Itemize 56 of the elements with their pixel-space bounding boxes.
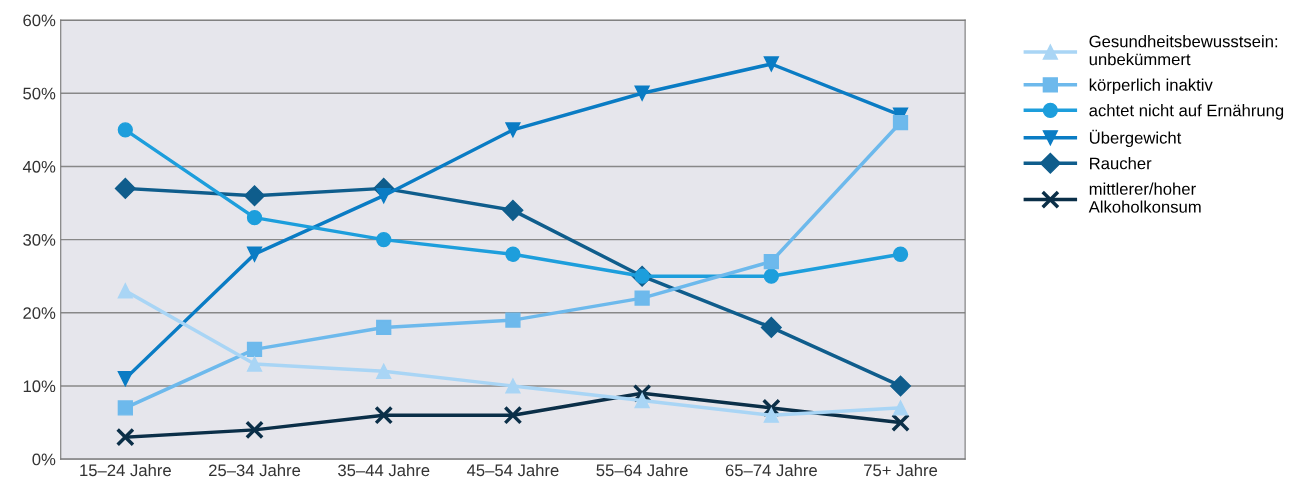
point (244, 185, 266, 207)
y-tick-label: 10% (23, 380, 56, 393)
x-tick-label: 15–24 Jahre (80, 463, 171, 477)
point (505, 122, 521, 138)
point (246, 210, 263, 226)
point (505, 378, 521, 394)
point (117, 400, 133, 416)
point (376, 319, 392, 336)
point (115, 427, 135, 447)
point (763, 253, 779, 270)
point (505, 312, 521, 328)
y-tick-label: 0% (32, 453, 56, 466)
x-tick-label: 55–64 Jahre (596, 463, 688, 477)
point (502, 199, 524, 221)
point (117, 283, 133, 299)
point (634, 392, 650, 409)
point (892, 114, 909, 131)
point (763, 268, 779, 284)
point (117, 122, 133, 138)
legend-label: körperlich inaktiv (1089, 78, 1213, 95)
point (246, 246, 263, 262)
x-tick-label: 65–74 Jahre (725, 463, 817, 477)
point (376, 188, 392, 204)
point (505, 246, 521, 262)
y-tick-label: 30% (23, 234, 56, 246)
y-tick-label: 50% (23, 87, 56, 100)
y-tick-label: 60% (23, 14, 56, 27)
point (245, 420, 264, 440)
legend-label: mittlerer/hoher Alkoholkonsum (1088, 182, 1201, 213)
point (891, 413, 910, 432)
x-tick-label: 35–44 Jahre (338, 463, 430, 477)
y-tick-label: 20% (23, 307, 56, 319)
point (634, 85, 650, 101)
point (763, 56, 779, 72)
point (114, 177, 136, 199)
y-tick-label: 40% (22, 160, 56, 173)
point (374, 405, 394, 425)
point (892, 246, 909, 262)
point (634, 290, 650, 306)
point (890, 375, 912, 397)
legend-label: Raucher (1090, 157, 1152, 170)
point (117, 370, 133, 387)
point (892, 400, 909, 416)
point (246, 356, 263, 372)
legend-label: Übergewicht (1089, 129, 1182, 148)
legend-label: Gesundheitsbewusstsein: unbekümmert (1089, 35, 1278, 66)
point (376, 363, 392, 379)
point (246, 341, 263, 358)
point (376, 231, 392, 248)
legend-label: achtet nicht auf Ernährung (1089, 104, 1284, 120)
point (763, 407, 779, 423)
x-tick-label: 45–54 Jahre (466, 463, 559, 477)
x-tick-label: 75+ Jahre (864, 463, 938, 477)
point (503, 405, 523, 425)
x-tick-label: 25–34 Jahre (209, 463, 301, 477)
point (760, 316, 782, 338)
